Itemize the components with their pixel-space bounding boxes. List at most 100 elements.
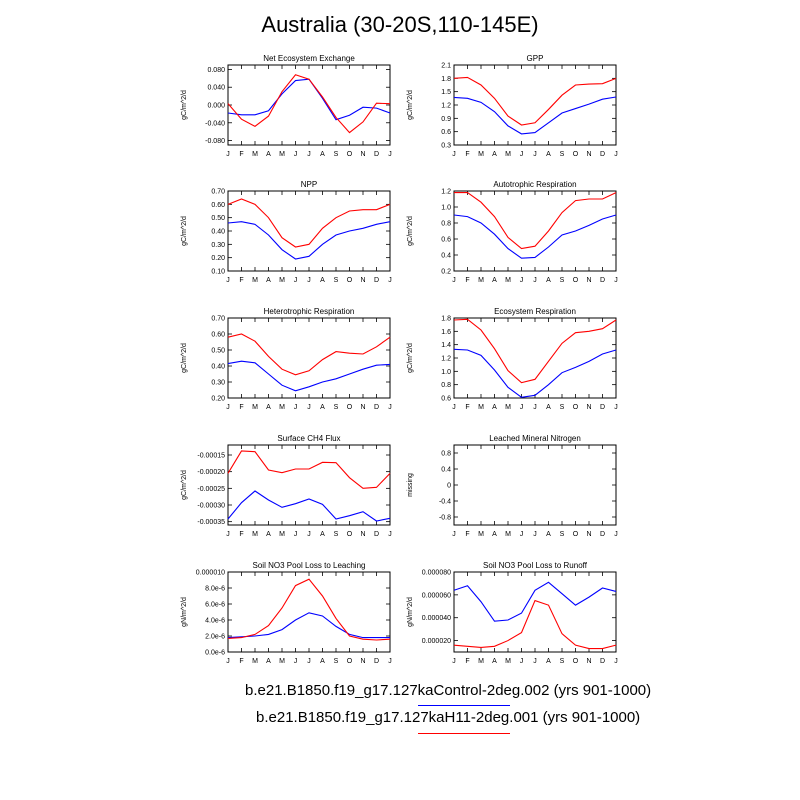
x-tick-label: A	[492, 531, 497, 538]
x-tick-label: D	[600, 658, 605, 665]
series-line-0	[453, 214, 617, 259]
panel-title: Ecosystem Respiration	[494, 307, 576, 316]
legend-swatch-control	[418, 705, 510, 706]
y-tick-label: -0.00025	[197, 486, 225, 493]
x-tick-label: J	[520, 531, 524, 538]
x-tick-label: M	[478, 658, 484, 665]
panel-8: Soil NO3 Pool Loss to Leaching 0.0e-6 2.0e…	[181, 561, 392, 665]
y-tick-label: 1.0	[441, 369, 451, 376]
y-tick-label: 0.50	[211, 348, 225, 355]
series-line-1	[227, 450, 391, 489]
x-tick-label: A	[546, 531, 551, 538]
y-tick-label: 0.000040	[422, 615, 451, 622]
x-tick-label: J	[533, 151, 537, 158]
x-tick-label: N	[360, 531, 365, 538]
x-tick-label: A	[266, 531, 271, 538]
y-axis-label: gC/m^2/d	[181, 90, 188, 120]
x-tick-label: S	[560, 531, 565, 538]
y-tick-label: 0.4	[441, 467, 451, 474]
y-tick-label: 0.30	[211, 380, 225, 387]
x-tick-label: D	[374, 404, 379, 411]
x-tick-label: A	[492, 277, 497, 284]
y-tick-label: 0.000	[207, 103, 225, 110]
x-tick-label: J	[307, 404, 311, 411]
x-tick-label: J	[294, 404, 298, 411]
x-tick-label: O	[347, 404, 353, 411]
y-tick-label: -0.00035	[197, 519, 225, 526]
y-tick-label: 1.6	[441, 329, 451, 336]
legend-entry-h11: b.e21.B1850.f19_g17.127kaH11-2deg.001 (y…	[256, 709, 641, 726]
x-tick-label: J	[226, 277, 230, 284]
x-tick-label: M	[279, 277, 285, 284]
x-tick-label: J	[520, 658, 524, 665]
y-tick-label: -0.8	[439, 515, 451, 522]
x-tick-label: F	[239, 151, 243, 158]
x-tick-label: J	[520, 277, 524, 284]
x-tick-label: A	[492, 658, 497, 665]
x-tick-label: N	[586, 404, 591, 411]
legend-entry-control: b.e21.B1850.f19_g17.127kaControl-2deg.00…	[245, 682, 652, 699]
plot-frame	[453, 317, 617, 399]
plot-frame	[453, 190, 617, 272]
x-tick-label: O	[347, 151, 353, 158]
x-tick-label: D	[600, 277, 605, 284]
x-tick-label: J	[307, 151, 311, 158]
y-tick-label: 6.0e-6	[205, 602, 225, 609]
x-tick-label: J	[533, 658, 537, 665]
x-tick-label: J	[388, 151, 392, 158]
y-axis-label: gC/m^2/d	[407, 90, 414, 120]
series-line-0	[453, 96, 617, 135]
x-tick-label: J	[614, 277, 618, 284]
x-tick-label: J	[452, 404, 456, 411]
series-line-1	[453, 76, 617, 126]
x-tick-label: S	[334, 404, 339, 411]
y-tick-label: 0.9	[441, 116, 451, 123]
y-tick-label: -0.00020	[197, 469, 225, 476]
x-tick-label: A	[320, 277, 325, 284]
x-tick-label: J	[520, 404, 524, 411]
x-tick-label: S	[560, 658, 565, 665]
panel-2: NPP 0.10 0.20 0.30 0.40 0.50 0.60 0.70 J F M A M J J A S…	[181, 180, 392, 284]
legend-swatch-h11	[418, 733, 510, 734]
x-tick-label: F	[465, 404, 469, 411]
x-tick-label: F	[465, 151, 469, 158]
y-tick-label: 0.60	[211, 202, 225, 209]
x-tick-label: M	[279, 151, 285, 158]
y-tick-label: 0.0e-6	[205, 650, 225, 657]
x-tick-label: J	[226, 404, 230, 411]
x-tick-label: M	[252, 277, 258, 284]
y-tick-label: 0.40	[211, 364, 225, 371]
y-axis-label: gN/m^2/d	[407, 597, 414, 627]
x-tick-label: F	[239, 404, 243, 411]
series-line-0	[227, 612, 390, 639]
x-tick-label: N	[586, 658, 591, 665]
series-line-1	[453, 318, 617, 384]
x-tick-label: A	[266, 658, 271, 665]
y-tick-label: 1.2	[441, 356, 451, 363]
y-axis-label: gC/m^2/d	[181, 216, 188, 246]
x-tick-label: M	[478, 404, 484, 411]
y-tick-label: 1.8	[441, 76, 451, 83]
x-tick-label: S	[334, 277, 339, 284]
y-tick-label: 0.70	[211, 189, 225, 196]
panel-3: Autotrophic Respiration 0.2 0.4 0.6 0.8 1.0 1.…	[407, 180, 618, 284]
y-tick-label: 0.000080	[422, 570, 451, 577]
y-tick-label: 1.0	[441, 205, 451, 212]
x-tick-label: J	[307, 658, 311, 665]
series-line-1	[227, 333, 391, 376]
x-tick-label: J	[452, 531, 456, 538]
x-tick-label: J	[294, 277, 298, 284]
x-tick-label: F	[465, 531, 469, 538]
y-tick-label: 8.0e-6	[205, 586, 225, 593]
x-tick-label: J	[226, 658, 230, 665]
y-tick-label: 2.1	[441, 63, 451, 70]
panel-4: Heterotrophic Respiration 0.20 0.30 0.40 0.5…	[181, 307, 392, 411]
x-tick-label: A	[492, 404, 497, 411]
series-line-1	[227, 74, 391, 134]
plot-frame	[227, 64, 391, 146]
y-tick-label: -0.4	[439, 499, 451, 506]
plot-frame	[453, 571, 617, 653]
panel-9: Soil NO3 Pool Loss to Runoff 0.000020 0.00…	[407, 561, 618, 665]
x-tick-label: O	[347, 277, 353, 284]
